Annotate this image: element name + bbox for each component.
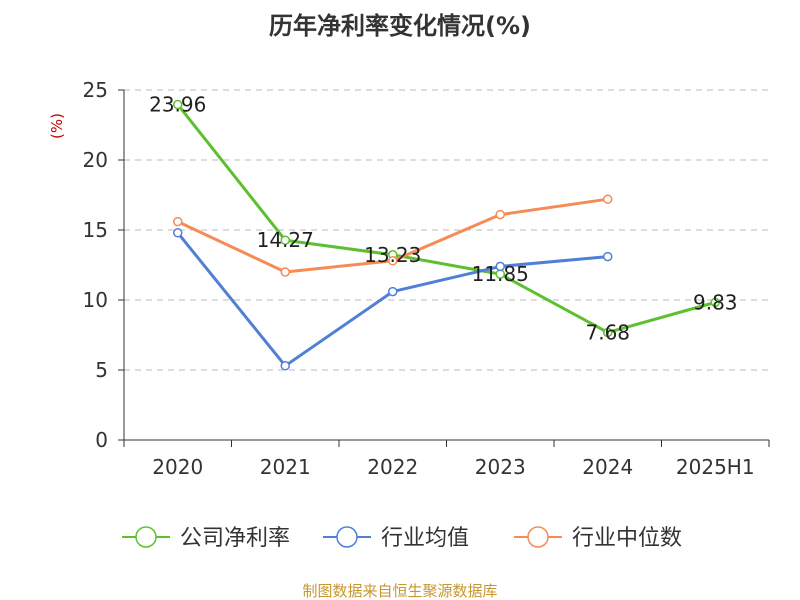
data-point [710,297,720,308]
x-tick-label: 2023 [475,455,526,479]
data-point [388,256,398,266]
legend-marker [527,526,549,548]
y-tick-label: 25 [83,78,108,102]
y-tick-label: 0 [95,428,108,452]
source-footer: 制图数据来自恒生聚源数据库 [302,582,497,600]
data-label: 7.68 [585,320,630,344]
series-line-0 [176,103,716,334]
legend-label: 公司净利率 [180,526,290,551]
x-tick-label: 2020 [152,455,203,479]
data-point [280,361,290,371]
data-point [388,286,398,297]
data-point [173,228,183,238]
data-point [495,261,505,272]
data-label: 23.96 [149,93,206,117]
x-tick-label: 2021 [260,455,311,479]
data-point [603,251,613,262]
x-tick-label: 2024 [582,455,633,479]
axes: 0 5 10 15 20 25 2020 2021 2022 2023 2024 2025H1 [83,78,770,479]
data-label: 14.27 [257,228,314,252]
legend-marker [336,526,358,548]
legend-label: 行业中位数 [572,526,682,551]
y-tick-label: 20 [83,148,108,172]
data-point [173,99,183,110]
data-point [495,209,505,220]
chart-title: 历年净利率变化情况(%) [269,12,531,40]
data-label: 9.83 [693,290,738,314]
legend-marker [135,526,157,548]
data-labels: 23.96 14.27 13.23 11.85 7.68 9.83 [149,93,737,345]
data-point [173,216,183,227]
y-tick-label: 5 [95,358,108,382]
data-label: 13.23 [364,243,421,267]
y-tick-label: 15 [83,218,108,242]
legend: 公司净利率 行业均值 行业中位数 [122,526,682,551]
grid-lines [124,89,769,371]
data-point [603,194,613,204]
series-lines [173,99,720,371]
x-tick-label: 2022 [367,455,418,479]
legend-label: 行业均值 [381,526,469,551]
data-label: 11.85 [472,262,529,286]
y-tick-label: 10 [83,288,108,312]
data-point [603,327,613,338]
data-point [280,267,290,277]
data-point [280,235,290,245]
y-axis-unit-label: (%) [48,113,66,139]
x-tick-label: 2025H1 [676,455,755,479]
